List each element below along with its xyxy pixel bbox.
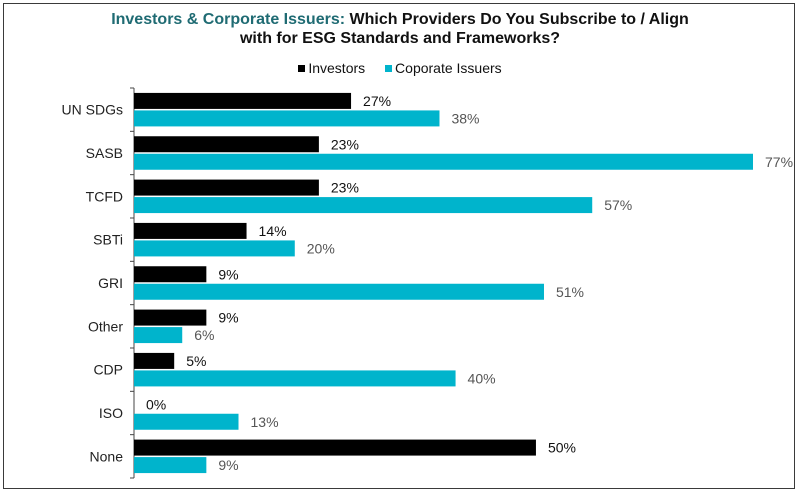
chart-title: Investors & Corporate Issuers: Which Pro… <box>0 10 800 48</box>
category-label: CDP <box>93 362 123 378</box>
data-label-investors: 5% <box>186 353 206 369</box>
data-label-corporate-issuers: 6% <box>194 327 214 343</box>
data-label-corporate-issuers: 57% <box>604 197 632 213</box>
chart-legend: Investors Coporate Issuers <box>0 60 800 76</box>
legend-swatch-investors <box>298 65 306 72</box>
data-label-corporate-issuers: 13% <box>251 414 279 430</box>
bar-investors[interactable] <box>134 439 536 456</box>
legend-swatch-corporate-issuers <box>385 65 393 72</box>
data-label-corporate-issuers: 9% <box>218 457 238 473</box>
data-label-corporate-issuers: 51% <box>556 284 584 300</box>
data-label-investors: 9% <box>218 310 238 326</box>
legend-label-investors: Investors <box>308 60 366 76</box>
bar-investors[interactable] <box>134 179 319 196</box>
category-label: SBTi <box>93 232 123 248</box>
data-label-investors: 0% <box>146 396 166 412</box>
data-label-investors: 27% <box>363 93 391 109</box>
data-label-corporate-issuers: 77% <box>765 154 793 170</box>
category-label: ISO <box>99 405 123 421</box>
data-label-investors: 14% <box>259 223 287 239</box>
bar-investors[interactable] <box>134 222 247 239</box>
data-label-corporate-issuers: 38% <box>451 110 479 126</box>
data-label-investors: 23% <box>331 180 359 196</box>
bar-investors[interactable] <box>134 309 207 326</box>
chart-title-line2: with for ESG Standards and Frameworks? <box>239 30 561 47</box>
bar-corporate-issuers[interactable] <box>134 457 207 474</box>
data-label-corporate-issuers: 40% <box>468 370 496 386</box>
category-label: GRI <box>98 275 123 291</box>
legend-item-investors[interactable]: Investors <box>298 60 365 76</box>
bar-corporate-issuers[interactable] <box>134 413 239 430</box>
category-label: Other <box>88 318 123 334</box>
data-label-corporate-issuers: 20% <box>307 240 335 256</box>
bar-corporate-issuers[interactable] <box>134 197 593 214</box>
legend-item-corporate-issuers[interactable]: Coporate Issuers <box>385 60 502 76</box>
bar-investors[interactable] <box>134 352 175 369</box>
chart-title-accent: Investors & Corporate Issuers: <box>111 11 346 28</box>
chart-title-line1: Which Providers Do You Subscribe to / Al… <box>345 11 689 28</box>
bar-corporate-issuers[interactable] <box>134 283 544 300</box>
bars-group: UN SDGs 27% 38% SASB 23% 77% TCFD 23% 57% SBTi 14%… <box>62 87 793 479</box>
data-label-investors: 50% <box>548 440 576 456</box>
data-label-investors: 23% <box>331 136 359 152</box>
legend-label-corporate-issuers: Coporate Issuers <box>395 60 502 76</box>
data-label-investors: 9% <box>218 266 238 282</box>
category-label: TCFD <box>86 188 123 204</box>
bar-corporate-issuers[interactable] <box>134 153 753 170</box>
bar-corporate-issuers[interactable] <box>134 327 183 344</box>
category-label: UN SDGs <box>62 102 123 118</box>
bar-investors[interactable] <box>134 266 207 283</box>
bar-corporate-issuers[interactable] <box>134 240 295 257</box>
bar-corporate-issuers[interactable] <box>134 370 456 387</box>
bar-investors[interactable] <box>134 136 319 153</box>
category-label: None <box>90 448 124 464</box>
category-label: SASB <box>86 145 123 161</box>
bar-investors[interactable] <box>134 92 352 109</box>
bar-corporate-issuers[interactable] <box>134 110 440 127</box>
